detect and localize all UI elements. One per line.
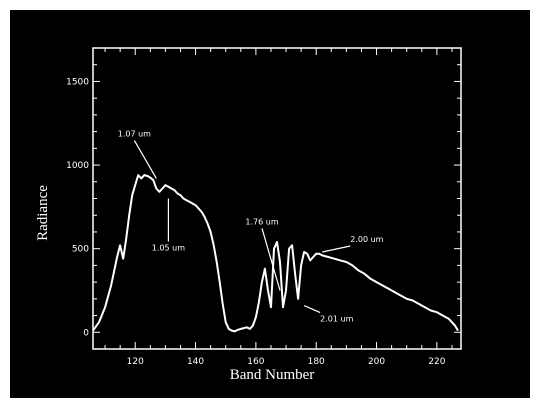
x-tick-label: 120 [127,357,144,367]
chart-panel: Radiance Band Number 120 140 160 180 200 220 0… [10,10,530,398]
annotation-label: 1.76 um [245,217,278,226]
y-tick-label: 500 [72,245,89,255]
annotation-pointer [133,140,157,179]
chart-svg: Radiance Band Number 120 140 160 180 200 220 0… [35,47,462,383]
annotation-label: 1.07 um [118,129,151,138]
annotation-pointer [322,245,351,253]
annotation-pointer [261,228,281,291]
annotation-label: 1.05 um [152,244,185,253]
x-tick-label: 160 [247,357,264,367]
x-tick-label: 200 [368,357,385,367]
x-tick-label: 180 [308,357,325,367]
y-tick-label: 1500 [66,77,89,87]
y-tick-label: 0 [83,328,89,338]
annotation-pointer [303,304,321,314]
annotation-label: 2.00 um [350,235,383,244]
y-tick-label: 1000 [66,161,89,171]
spectrum-line [92,174,459,333]
y-axis-label: Radiance [35,185,51,241]
x-axis-label: Band Number [230,367,315,383]
x-tick-label: 220 [428,357,445,367]
x-tick-label: 140 [187,357,204,367]
annotation-label: 2.01 um [320,315,353,324]
plot-frame [92,47,462,350]
